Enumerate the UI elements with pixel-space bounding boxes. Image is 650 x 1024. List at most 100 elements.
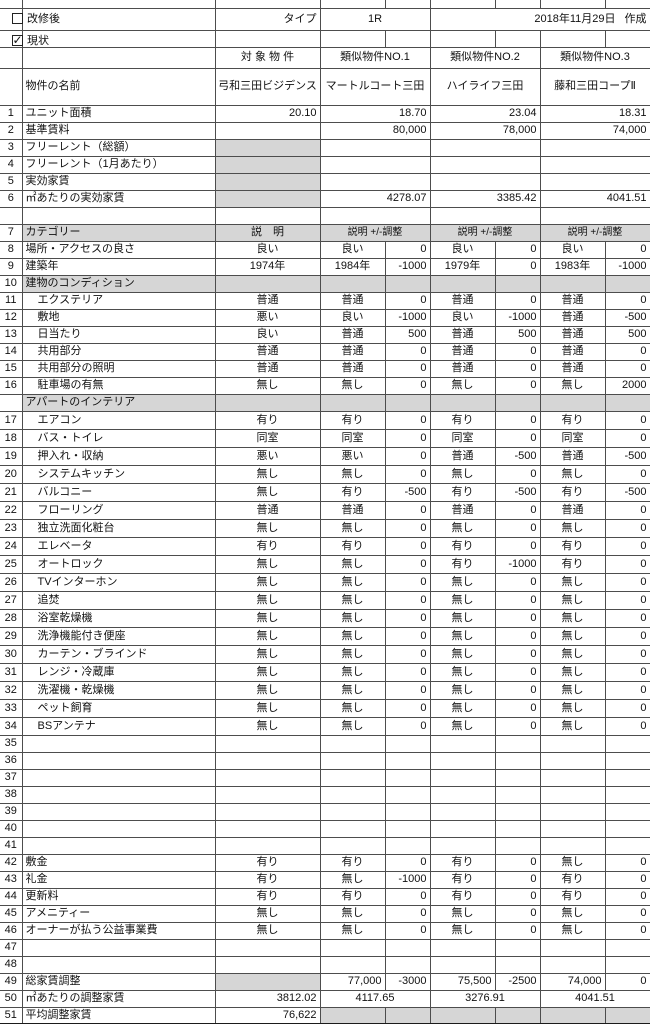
row-number: 14 (0, 342, 23, 361)
row-number: 35 (0, 734, 23, 753)
cell: -3000 (384, 972, 431, 991)
subject-property-name: 弓和三田ビジデンス (214, 67, 321, 106)
cell: 0 (494, 359, 541, 378)
cell (604, 836, 650, 855)
cell: 良い (429, 308, 496, 327)
cell: 無し (319, 572, 386, 592)
cell (494, 955, 541, 974)
cell (384, 751, 431, 770)
row-number: 23 (0, 518, 23, 538)
cell: 75,500 (429, 972, 496, 991)
cell: 普通 (539, 446, 606, 466)
cell (319, 734, 386, 753)
cell (604, 785, 650, 804)
cell: 500 (604, 325, 650, 344)
row-label: オーナーが払う公益事業費 (21, 921, 216, 940)
cell (384, 819, 431, 838)
cell (384, 274, 431, 293)
cell: 0 (384, 291, 431, 310)
row-number: 3 (0, 138, 23, 157)
cell (319, 836, 386, 855)
row-label: 敷金 (21, 853, 216, 872)
row-number: 36 (0, 751, 23, 770)
cell (604, 393, 650, 412)
cell: 良い (214, 325, 321, 344)
cell: 0 (384, 464, 431, 484)
cell: 良い (429, 240, 496, 259)
row-label: ユニット面積 (21, 104, 216, 123)
cell: 無し (319, 464, 386, 484)
row-label: 礼金 (21, 870, 216, 889)
table-row: 15 共用部分の照明 普通 普通 0 普通 0 普通 0 (0, 359, 650, 378)
cell: 4278.07 (319, 189, 431, 208)
row-number: 9 (0, 257, 23, 276)
cell: 有り (539, 887, 606, 906)
cell: 77,000 (319, 972, 386, 991)
cell: 0 (384, 359, 431, 378)
cell (539, 819, 606, 838)
current-checkbox[interactable]: ✓ 現状 (12, 32, 49, 48)
cell: 0 (384, 716, 431, 736)
row-label: エクステリア (21, 291, 216, 310)
cell (384, 938, 431, 957)
cell: 有り (319, 410, 386, 430)
cell: 普通 (214, 342, 321, 361)
cell (384, 768, 431, 787)
table-row: 10 建物のコンディション (0, 274, 650, 293)
cell (494, 768, 541, 787)
cell: 0 (604, 464, 650, 484)
cell: 20.10 (214, 104, 321, 123)
cell: 1983年 (539, 257, 606, 276)
cell: 0 (384, 662, 431, 682)
checkbox-checked-icon[interactable]: ✓ (12, 33, 23, 47)
cell: 0 (384, 626, 431, 646)
checkbox-unchecked-icon[interactable] (12, 12, 23, 24)
cell (214, 138, 321, 157)
cell: 500 (384, 325, 431, 344)
cell: 80,000 (319, 121, 431, 140)
cell (384, 955, 431, 974)
cell (319, 819, 386, 838)
row-label: 独立洗面化粧台 (21, 518, 216, 538)
cell (21, 0, 216, 9)
cell: 普通 (214, 500, 321, 520)
cell: 0 (604, 428, 650, 448)
row-label (21, 955, 216, 974)
cell (429, 1006, 496, 1024)
cell: 説明 +/-調整 (429, 223, 541, 242)
cell: -1000 (494, 308, 541, 327)
table-row: 40 (0, 819, 650, 838)
row-label: 場所・アクセスの良さ (21, 240, 216, 259)
cell: 0 (384, 410, 431, 430)
cell (539, 274, 606, 293)
cell: 無し (539, 572, 606, 592)
cell: 悪い (319, 446, 386, 466)
cell (319, 172, 431, 191)
row-number: 39 (0, 802, 23, 821)
renovated-checkbox[interactable]: 改修後 (12, 10, 60, 26)
cell (429, 751, 496, 770)
cell: 無し (319, 554, 386, 574)
cell (539, 155, 650, 174)
cell: 同室 (429, 428, 496, 448)
row-number: 49 (0, 972, 23, 991)
cell (494, 751, 541, 770)
row-label: 実効家賃 (21, 172, 216, 191)
table-row: 19 押入れ・収納 悪い 悪い 0 普通 -500 普通 -500 (0, 446, 650, 466)
cell (604, 0, 650, 9)
cell: 無し (319, 608, 386, 628)
cell (494, 0, 541, 9)
table-row: 20 システムキッチン 無し 無し 0 無し 0 無し 0 (0, 464, 650, 484)
cell: -1000 (604, 257, 650, 276)
row-label: 建築年 (21, 257, 216, 276)
cell (604, 274, 650, 293)
cell: -1000 (384, 257, 431, 276)
row-number: 44 (0, 887, 23, 906)
cell (214, 768, 321, 787)
cell: 無し (429, 590, 496, 610)
cell: 0 (604, 590, 650, 610)
row-label: 総家賃調整 (21, 972, 216, 991)
table-row: 21 バルコニー 無し 有り -500 有り -500 有り -500 (0, 482, 650, 502)
cell: 0 (384, 680, 431, 700)
cell: 無し (214, 626, 321, 646)
